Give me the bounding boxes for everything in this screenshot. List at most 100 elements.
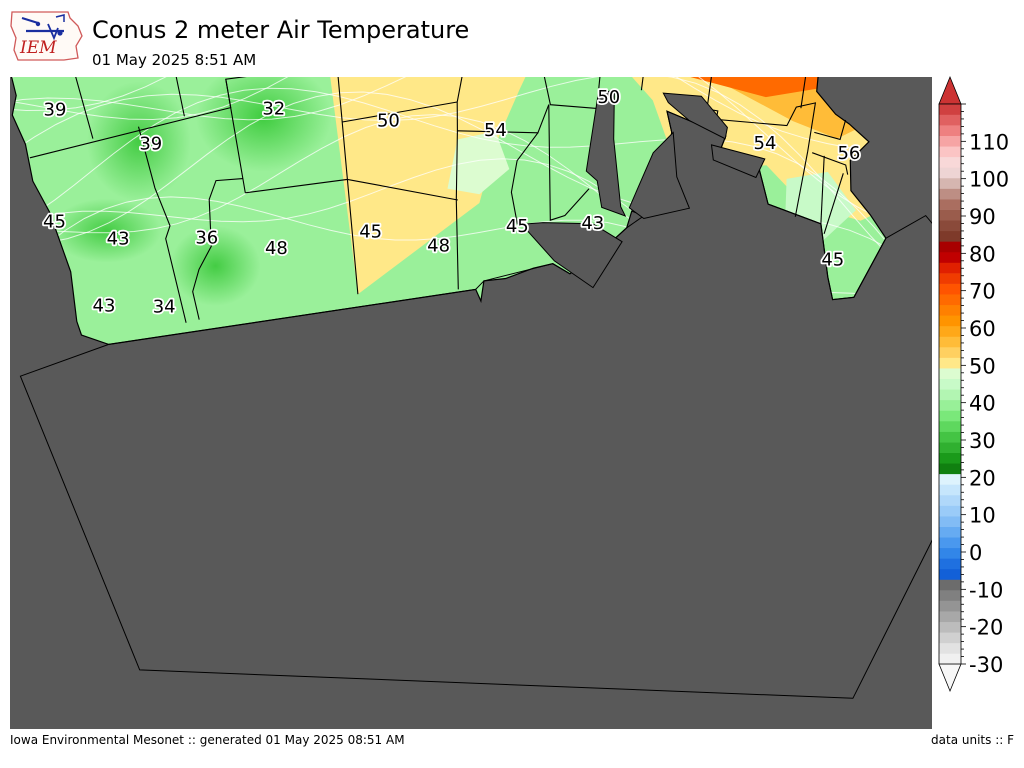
colorbar-swatch: [939, 600, 961, 612]
temperature-label: 43: [581, 213, 604, 234]
colorbar-swatch: [939, 368, 961, 380]
colorbar-swatch: [939, 632, 961, 644]
colorbar-tick-label: 90: [969, 205, 996, 229]
temperature-label: 36: [195, 227, 218, 248]
colorbar-swatch: [939, 537, 961, 549]
temperature-label: 45: [821, 249, 844, 270]
colorbar-tick-label: 80: [969, 242, 996, 266]
colorbar-swatch: [939, 251, 961, 263]
colorbar-tick-label: 30: [969, 429, 996, 453]
colorbar-swatch: [939, 642, 961, 654]
footer-units: data units :: F: [931, 733, 1014, 747]
colorbar-swatch: [939, 505, 961, 517]
temperature-label: 48: [427, 235, 450, 256]
colorbar-swatch: [939, 452, 961, 464]
colorbar-swatch: [939, 188, 961, 200]
colorbar-swatch: [939, 230, 961, 242]
temperature-label: 32: [262, 99, 285, 120]
colorbar-tick-label: 20: [969, 466, 996, 490]
colorbar-swatch: [939, 304, 961, 316]
colorbar-swatch: [939, 177, 961, 189]
colorbar-swatch: [939, 463, 961, 475]
temperature-label: 43: [107, 228, 130, 249]
colorbar-swatch: [939, 294, 961, 306]
colorbar-tick-label: -20: [969, 616, 1003, 640]
colorbar-swatch: [939, 410, 961, 422]
temperature-label: 50: [377, 111, 400, 132]
colorbar-tick-label: 70: [969, 280, 996, 304]
colorbar-swatch: [939, 568, 961, 580]
great-lake: [585, 89, 627, 217]
colorbar-ticks: -30 -20 -10 0 10 20 30 40 50 60 70 80 90 100 110: [961, 103, 1009, 677]
colorbar-swatch: [939, 347, 961, 358]
colorbar-over-arrow: [938, 75, 962, 105]
colorbar-tick-label: 100: [969, 168, 1009, 192]
temperature-labels: 4334454336484548454345393250545054563937…: [41, 85, 862, 319]
colorbar-swatch: [939, 146, 961, 158]
colorbar-swatches: [938, 75, 962, 693]
colorbar-swatch: [939, 526, 961, 538]
colorbar-swatch: [939, 156, 961, 168]
colorbar-swatch: [939, 199, 961, 210]
colorbar-swatch: [939, 357, 961, 369]
colorbar-swatch: [939, 262, 961, 274]
colorbar-tick-label: 110: [969, 130, 1009, 154]
iem-logo: IEM: [10, 11, 83, 61]
colorbar-tick-label: 60: [969, 317, 996, 341]
colorbar-tick-label: 50: [969, 354, 996, 378]
colorbar-tick-label: 0: [969, 541, 982, 565]
cool-pocket-idaho: [170, 225, 261, 306]
temperature-label: 43: [93, 296, 116, 317]
state-borders: [29, 77, 849, 323]
colorbar-tick-label: 10: [969, 504, 996, 528]
colorbar-swatch: [939, 473, 961, 485]
colorbar-swatch: [939, 114, 961, 126]
temperature-label: 39: [139, 134, 162, 155]
temperature-label: 45: [506, 216, 529, 237]
temperature-label: 34: [153, 296, 176, 317]
colorbar-swatch: [939, 283, 961, 295]
temperature-label: 54: [484, 120, 507, 141]
colorbar-swatch: [939, 621, 961, 633]
great-lake: [710, 144, 766, 179]
great-lake: [628, 131, 691, 220]
page-title: Conus 2 meter Air Temperature: [92, 16, 470, 44]
colorbar-swatch: [939, 241, 961, 253]
temperature-label: 54: [754, 133, 777, 154]
colorbar-swatch: [939, 590, 961, 601]
colorbar-swatch: [939, 547, 961, 559]
temperature-label: 45: [43, 212, 66, 233]
temperature-label: 45: [359, 221, 382, 242]
colorbar-tick-label: -10: [969, 578, 1003, 602]
valid-time: 01 May 2025 8:51 AM: [92, 51, 257, 69]
colorbar-swatch: [939, 389, 961, 401]
colorbar-swatch: [939, 315, 961, 327]
colorbar-swatch: [939, 378, 961, 390]
colorbar-swatch: [939, 325, 961, 337]
temperature-label: 56: [837, 143, 860, 164]
colorbar-tick-label: 40: [969, 392, 996, 416]
colorbar-swatch: [939, 653, 961, 665]
temperature-label: 39: [44, 100, 67, 121]
colorbar-swatch: [939, 442, 961, 453]
colorbar-swatch: [939, 399, 961, 411]
canada-land: [20, 111, 932, 699]
colorbar-swatch: [939, 167, 961, 179]
colorbar-swatch: [939, 336, 961, 348]
colorbar-swatch: [939, 220, 961, 232]
great-lake: [520, 222, 623, 289]
colorbar-swatch: [939, 484, 961, 496]
colorbar: -30 -20 -10 0 10 20 30 40 50 60 70 80 90 100 110: [938, 75, 1009, 693]
colorbar-swatch: [939, 431, 961, 443]
logo-text: IEM: [19, 38, 57, 58]
colorbar-swatch: [939, 579, 961, 591]
footer-source: Iowa Environmental Mesonet :: generated …: [10, 733, 405, 747]
colorbar-under-arrow: [938, 663, 962, 693]
great-lake: [662, 92, 728, 140]
cool-pocket-oregon: [51, 198, 162, 263]
colorbar-swatch: [939, 273, 961, 284]
colorbar-swatch: [939, 420, 961, 432]
temperature-label: 50: [597, 87, 620, 108]
colorbar-swatch: [939, 104, 961, 115]
colorbar-swatch: [939, 135, 961, 147]
